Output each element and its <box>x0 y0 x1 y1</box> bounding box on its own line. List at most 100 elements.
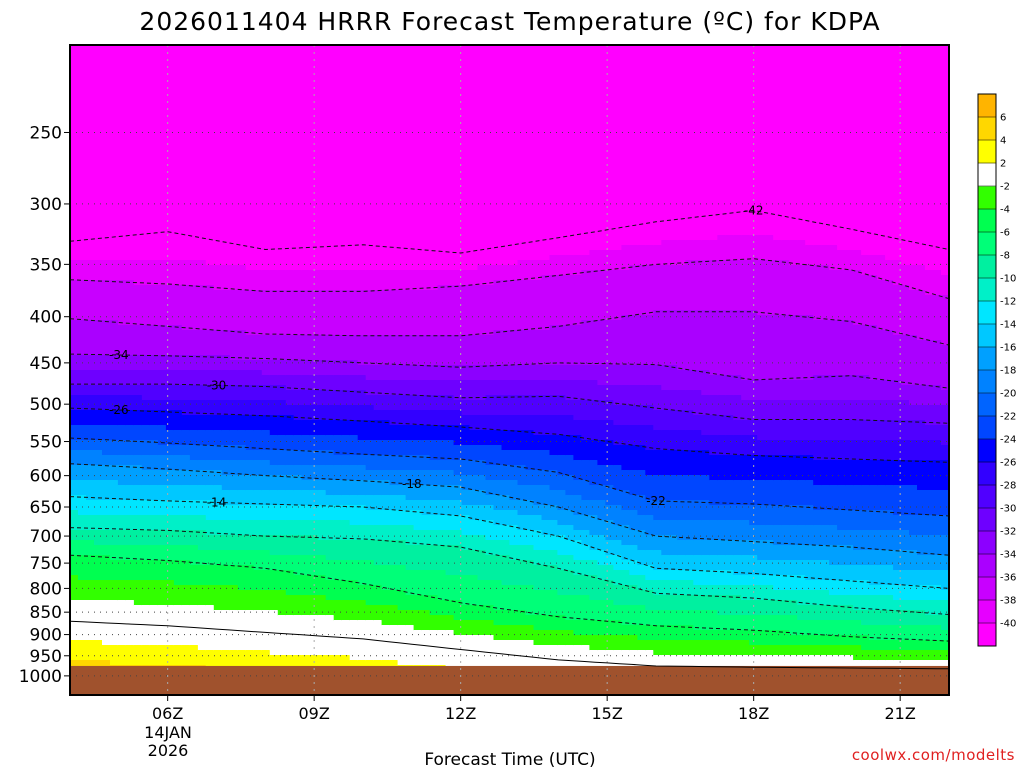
field-cell <box>149 475 159 481</box>
field-cell <box>149 540 159 546</box>
field-cell <box>94 585 103 591</box>
field-cell <box>125 370 135 376</box>
field-cell <box>157 220 167 226</box>
field-cell <box>102 355 111 361</box>
field-cell <box>165 455 175 461</box>
field-cell <box>133 95 143 101</box>
field-cell <box>253 205 263 211</box>
field-cell <box>149 535 159 541</box>
field-cell <box>110 150 119 156</box>
field-cell <box>317 610 327 616</box>
field-cell <box>181 225 191 231</box>
field-cell <box>309 140 319 146</box>
field-cell <box>365 110 375 116</box>
field-cell <box>125 565 135 571</box>
field-cell <box>181 510 191 516</box>
field-cell <box>173 245 183 251</box>
field-cell <box>317 475 327 481</box>
field-cell <box>78 355 87 361</box>
field-cell <box>94 440 103 446</box>
field-cell <box>221 310 231 316</box>
field-cell <box>117 475 127 481</box>
field-cell <box>205 340 215 346</box>
field-cell <box>293 175 303 181</box>
field-cell <box>349 515 359 521</box>
field-cell <box>261 465 271 471</box>
field-cell <box>365 640 375 646</box>
field-cell <box>86 655 95 661</box>
field-cell <box>333 485 343 491</box>
field-cell <box>253 375 263 381</box>
field-cell <box>133 525 143 531</box>
field-cell <box>277 170 287 176</box>
field-cell <box>189 355 199 361</box>
temperature-fill <box>70 45 949 695</box>
field-cell <box>181 595 191 601</box>
field-cell <box>309 525 319 531</box>
field-cell <box>365 245 375 251</box>
field-cell <box>333 505 343 511</box>
field-cell <box>237 500 247 506</box>
field-cell <box>357 185 367 191</box>
field-cell <box>205 595 215 601</box>
field-cell <box>181 380 191 386</box>
field-cell <box>229 430 239 436</box>
field-cell <box>341 395 351 401</box>
field-cell <box>70 595 79 601</box>
field-cell <box>117 55 127 61</box>
field-cell <box>365 515 375 521</box>
field-cell <box>133 395 143 401</box>
field-cell <box>205 180 215 186</box>
field-cell <box>269 80 279 86</box>
field-cell <box>365 170 375 176</box>
field-cell <box>341 300 351 306</box>
field-cell <box>205 515 215 521</box>
field-cell <box>277 125 287 131</box>
field-cell <box>261 120 271 126</box>
field-cell <box>181 235 191 241</box>
field-cell <box>317 480 327 486</box>
field-cell <box>94 180 103 186</box>
field-cell <box>229 475 239 481</box>
field-cell <box>197 65 207 71</box>
field-cell <box>357 380 367 386</box>
field-cell <box>181 215 191 221</box>
field-cell <box>181 230 191 236</box>
field-cell <box>205 360 215 366</box>
field-cell <box>269 120 279 126</box>
field-cell <box>325 225 335 231</box>
field-cell <box>309 370 319 376</box>
field-cell <box>86 100 95 106</box>
field-cell <box>149 470 159 476</box>
field-cell <box>333 185 343 191</box>
field-cell <box>141 390 151 396</box>
field-cell <box>149 575 159 581</box>
field-cell <box>285 110 295 116</box>
field-cell <box>357 280 367 286</box>
field-cell <box>94 435 103 441</box>
field-cell <box>333 145 343 151</box>
field-cell <box>349 140 359 146</box>
field-cell <box>189 440 199 446</box>
field-cell <box>309 655 319 661</box>
field-cell <box>86 290 95 296</box>
field-cell <box>309 215 319 221</box>
field-cell <box>293 660 303 666</box>
field-cell <box>261 310 271 316</box>
field-cell <box>245 490 255 496</box>
field-cell <box>237 195 247 201</box>
field-cell <box>237 480 247 486</box>
field-cell <box>86 220 95 226</box>
field-cell <box>125 510 135 516</box>
field-cell <box>277 255 287 261</box>
field-cell <box>373 255 383 261</box>
field-cell <box>221 60 231 66</box>
field-cell <box>110 140 119 146</box>
field-cell <box>229 450 239 456</box>
field-cell <box>349 220 359 226</box>
field-cell <box>229 530 239 536</box>
field-cell <box>125 465 135 471</box>
field-cell <box>341 550 351 556</box>
field-cell <box>70 525 79 531</box>
field-cell <box>245 620 255 626</box>
